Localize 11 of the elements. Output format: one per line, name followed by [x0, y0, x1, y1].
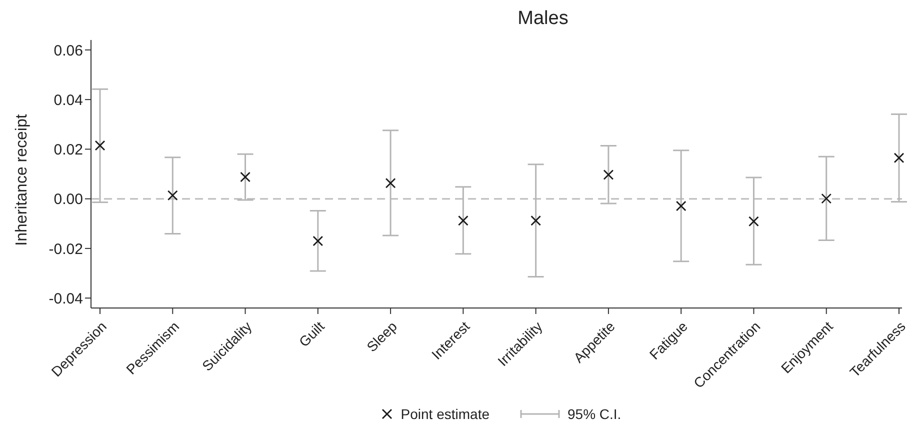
y-tick-label: 0.02 — [54, 142, 83, 159]
x-tick-label: Guilt — [296, 318, 328, 350]
y-tick-label: -0.02 — [48, 240, 83, 258]
y-axis-title: Inheritance receipt — [14, 114, 30, 246]
text: 95% C.I. — [568, 406, 622, 422]
y-tick-label: 0.06 — [54, 42, 83, 60]
chart-title: Males — [518, 8, 568, 29]
y-tick-label: 0.04 — [54, 92, 83, 109]
legend-label: Point estimate — [400, 406, 490, 422]
y-tick-label: -0.04 — [48, 290, 83, 308]
y-tick-label: 0.00 — [54, 191, 83, 208]
